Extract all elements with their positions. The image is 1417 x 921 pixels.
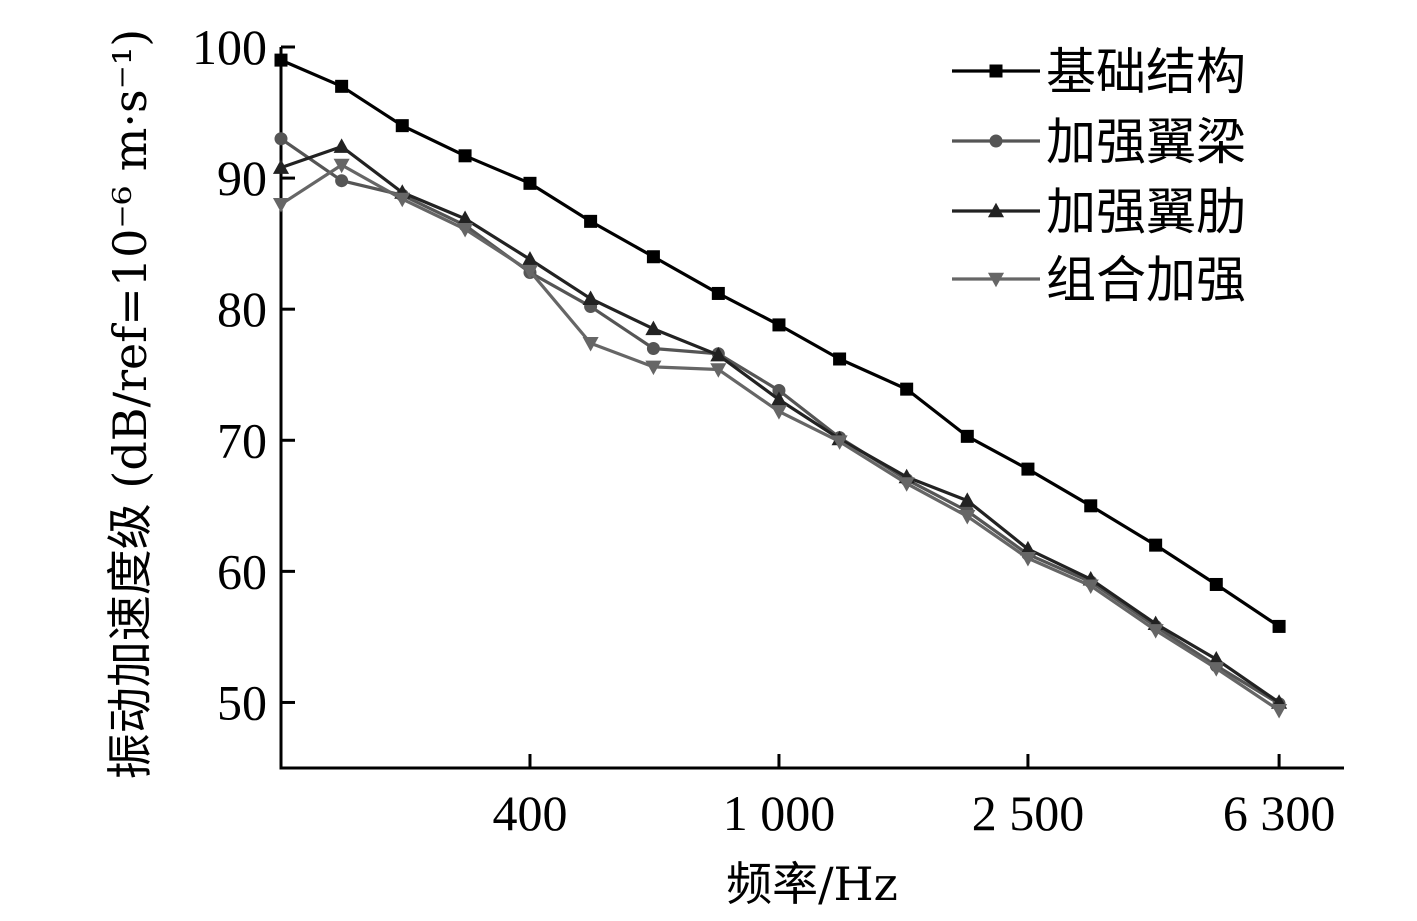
data-point-4-16 xyxy=(1208,662,1225,677)
data-point-3-6 xyxy=(582,290,599,305)
data-point-4-11 xyxy=(898,477,915,492)
data-point-4-6 xyxy=(582,337,599,352)
data-point-4-9 xyxy=(770,405,788,420)
y-tick-label-60: 60 xyxy=(217,543,267,599)
data-point-3-7 xyxy=(645,320,662,336)
data-point-1-5 xyxy=(523,176,537,190)
legend-label-1: 基础结构 xyxy=(1046,43,1246,101)
data-point-1-13 xyxy=(1021,462,1035,476)
y-axis: 50 60 70 80 90 100 xyxy=(192,19,295,730)
data-point-4-8 xyxy=(710,363,727,378)
data-point-1-9 xyxy=(772,318,786,332)
series-group xyxy=(272,53,1288,719)
data-point-4-15 xyxy=(1147,624,1164,639)
y-axis-title: 振动加速度级 (dB/ref=10⁻⁶ m·s⁻¹) xyxy=(103,29,157,780)
data-point-4-2 xyxy=(333,158,350,174)
legend-item-1: 基础结构 xyxy=(952,43,1246,101)
data-point-4-3 xyxy=(394,192,411,208)
data-point-1-17 xyxy=(1272,619,1286,633)
y-tick-label-80: 80 xyxy=(217,281,267,337)
data-point-3-1 xyxy=(272,159,290,174)
data-point-4-5 xyxy=(521,264,539,280)
legend-item-3: 加强翼肋 xyxy=(952,183,1246,241)
series-4 xyxy=(272,158,1288,719)
data-point-1-15 xyxy=(1149,538,1163,552)
axes-frame xyxy=(279,47,1344,770)
data-point-3-5 xyxy=(521,251,539,266)
data-point-1-12 xyxy=(960,429,974,443)
data-point-4-1 xyxy=(272,198,290,213)
plot-area xyxy=(279,47,1344,770)
data-point-1-11 xyxy=(900,382,914,396)
data-point-1-4 xyxy=(458,149,472,163)
x-axis: 400 1 000 2 500 6 300 xyxy=(492,754,1335,841)
x-tick-label-1000: 1 000 xyxy=(723,785,836,841)
data-point-4-10 xyxy=(831,435,848,450)
data-point-1-14 xyxy=(1084,499,1098,513)
y-tick-label-100: 100 xyxy=(192,19,267,75)
data-point-3-8 xyxy=(710,346,727,362)
legend-label-2: 加强翼梁 xyxy=(1046,113,1246,171)
data-point-1-6 xyxy=(584,214,598,228)
legend-item-2: 加强翼梁 xyxy=(952,113,1246,171)
legend-label-4: 组合加强 xyxy=(1046,251,1246,309)
data-point-4-7 xyxy=(645,360,662,376)
x-tick-label-2500: 2 500 xyxy=(972,785,1085,841)
data-point-1-8 xyxy=(711,286,725,300)
data-point-2-2 xyxy=(335,174,349,188)
data-point-4-14 xyxy=(1082,579,1099,595)
series-1 xyxy=(274,53,1286,633)
data-point-3-2 xyxy=(333,138,350,153)
y-tick-label-90: 90 xyxy=(217,150,267,206)
series-line-4 xyxy=(280,163,1280,712)
data-point-1-2 xyxy=(335,79,349,93)
data-point-4-12 xyxy=(959,510,976,525)
data-point-1-3 xyxy=(395,119,409,133)
data-point-2-7 xyxy=(646,342,660,356)
data-point-4-13 xyxy=(1019,551,1036,567)
x-tick-label-400: 400 xyxy=(492,785,567,841)
data-point-3-12 xyxy=(959,492,976,507)
y-tick-label-70: 70 xyxy=(217,412,267,468)
data-point-1-10 xyxy=(833,352,847,366)
legend-marker-2 xyxy=(989,134,1003,148)
x-tick-label-6300: 6 300 xyxy=(1223,785,1336,841)
legend-marker-1 xyxy=(989,64,1003,78)
data-point-4-4 xyxy=(457,222,474,238)
y-tick-label-50: 50 xyxy=(217,674,267,730)
x-axis-title: 频率/Hz xyxy=(726,857,898,911)
data-point-4-17 xyxy=(1271,704,1288,719)
legend-item-4: 组合加强 xyxy=(952,251,1246,309)
legend-label-3: 加强翼肋 xyxy=(1046,183,1246,241)
data-point-2-1 xyxy=(274,132,288,146)
data-point-1-7 xyxy=(646,250,660,264)
data-point-1-16 xyxy=(1209,577,1223,591)
legend-marker-4 xyxy=(987,272,1005,288)
data-point-1-1 xyxy=(274,53,288,67)
legend-marker-3 xyxy=(987,202,1005,218)
